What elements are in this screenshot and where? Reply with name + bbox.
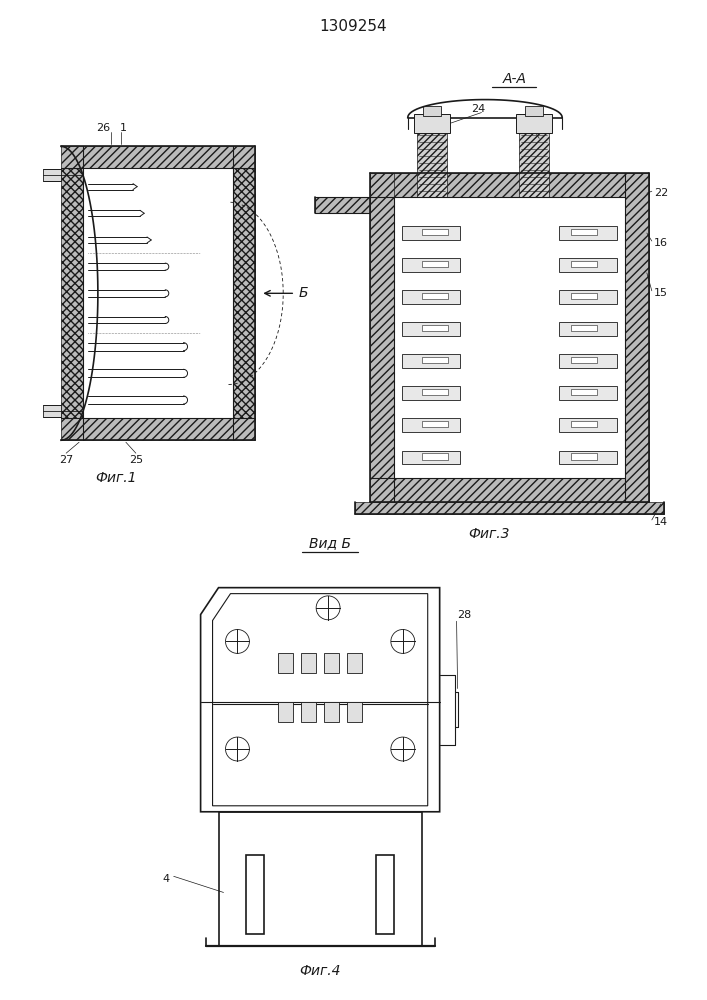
Polygon shape (376, 855, 394, 934)
Polygon shape (422, 229, 448, 235)
Polygon shape (402, 386, 460, 400)
Polygon shape (355, 502, 664, 514)
Text: 1309254: 1309254 (319, 19, 387, 34)
Polygon shape (83, 168, 233, 418)
Text: Фиг.1: Фиг.1 (95, 471, 136, 485)
Polygon shape (279, 702, 293, 722)
Polygon shape (571, 229, 597, 235)
Polygon shape (402, 290, 460, 304)
Text: Фиг.4: Фиг.4 (299, 964, 341, 978)
Polygon shape (559, 322, 617, 336)
Polygon shape (571, 421, 597, 427)
Text: 4: 4 (162, 874, 169, 884)
Polygon shape (402, 226, 460, 240)
Text: 16: 16 (654, 238, 668, 248)
Polygon shape (402, 451, 460, 464)
Text: А-А: А-А (503, 72, 527, 86)
Text: 26: 26 (96, 123, 110, 133)
Polygon shape (370, 478, 649, 502)
Polygon shape (247, 855, 264, 934)
Polygon shape (625, 173, 649, 502)
Polygon shape (370, 173, 394, 478)
Polygon shape (61, 168, 83, 418)
Polygon shape (571, 261, 597, 267)
Polygon shape (233, 168, 255, 418)
Text: 27: 27 (59, 455, 74, 465)
Polygon shape (414, 114, 450, 133)
Polygon shape (422, 357, 448, 363)
Text: Б: Б (298, 286, 308, 300)
Text: Вид Б: Вид Б (309, 536, 351, 550)
Text: 25: 25 (129, 455, 143, 465)
Polygon shape (402, 322, 460, 336)
Polygon shape (213, 594, 428, 806)
Polygon shape (422, 389, 448, 395)
Text: 14: 14 (654, 517, 668, 527)
Polygon shape (571, 357, 597, 363)
Polygon shape (43, 169, 61, 181)
Polygon shape (301, 702, 316, 722)
Polygon shape (559, 226, 617, 240)
Polygon shape (422, 325, 448, 331)
Polygon shape (416, 129, 447, 197)
Polygon shape (347, 702, 362, 722)
Polygon shape (324, 653, 339, 673)
Polygon shape (422, 261, 448, 267)
Polygon shape (559, 290, 617, 304)
Polygon shape (422, 421, 448, 427)
Polygon shape (347, 653, 362, 673)
Polygon shape (571, 293, 597, 299)
Polygon shape (218, 812, 422, 946)
Text: Фиг.3: Фиг.3 (469, 527, 510, 541)
Polygon shape (315, 197, 370, 213)
Polygon shape (559, 258, 617, 272)
Polygon shape (559, 451, 617, 464)
Polygon shape (559, 386, 617, 400)
Polygon shape (571, 453, 597, 460)
Text: 24: 24 (472, 104, 486, 114)
Polygon shape (394, 197, 625, 478)
Polygon shape (402, 258, 460, 272)
Text: 22: 22 (654, 188, 668, 198)
Polygon shape (43, 405, 61, 417)
Polygon shape (520, 129, 549, 197)
Polygon shape (279, 653, 293, 673)
Polygon shape (422, 453, 448, 460)
Polygon shape (422, 293, 448, 299)
Polygon shape (516, 114, 552, 133)
Polygon shape (559, 354, 617, 368)
Polygon shape (402, 418, 460, 432)
Text: 15: 15 (654, 288, 668, 298)
Polygon shape (370, 173, 649, 197)
Polygon shape (571, 325, 597, 331)
Polygon shape (201, 588, 440, 812)
Polygon shape (402, 354, 460, 368)
Polygon shape (559, 418, 617, 432)
Polygon shape (571, 389, 597, 395)
Text: 28: 28 (457, 610, 472, 620)
Polygon shape (61, 146, 255, 168)
Polygon shape (525, 106, 543, 116)
Polygon shape (61, 418, 255, 440)
Polygon shape (324, 702, 339, 722)
Text: 1: 1 (119, 123, 127, 133)
Polygon shape (301, 653, 316, 673)
Polygon shape (423, 106, 440, 116)
Text: 23: 23 (521, 114, 535, 124)
